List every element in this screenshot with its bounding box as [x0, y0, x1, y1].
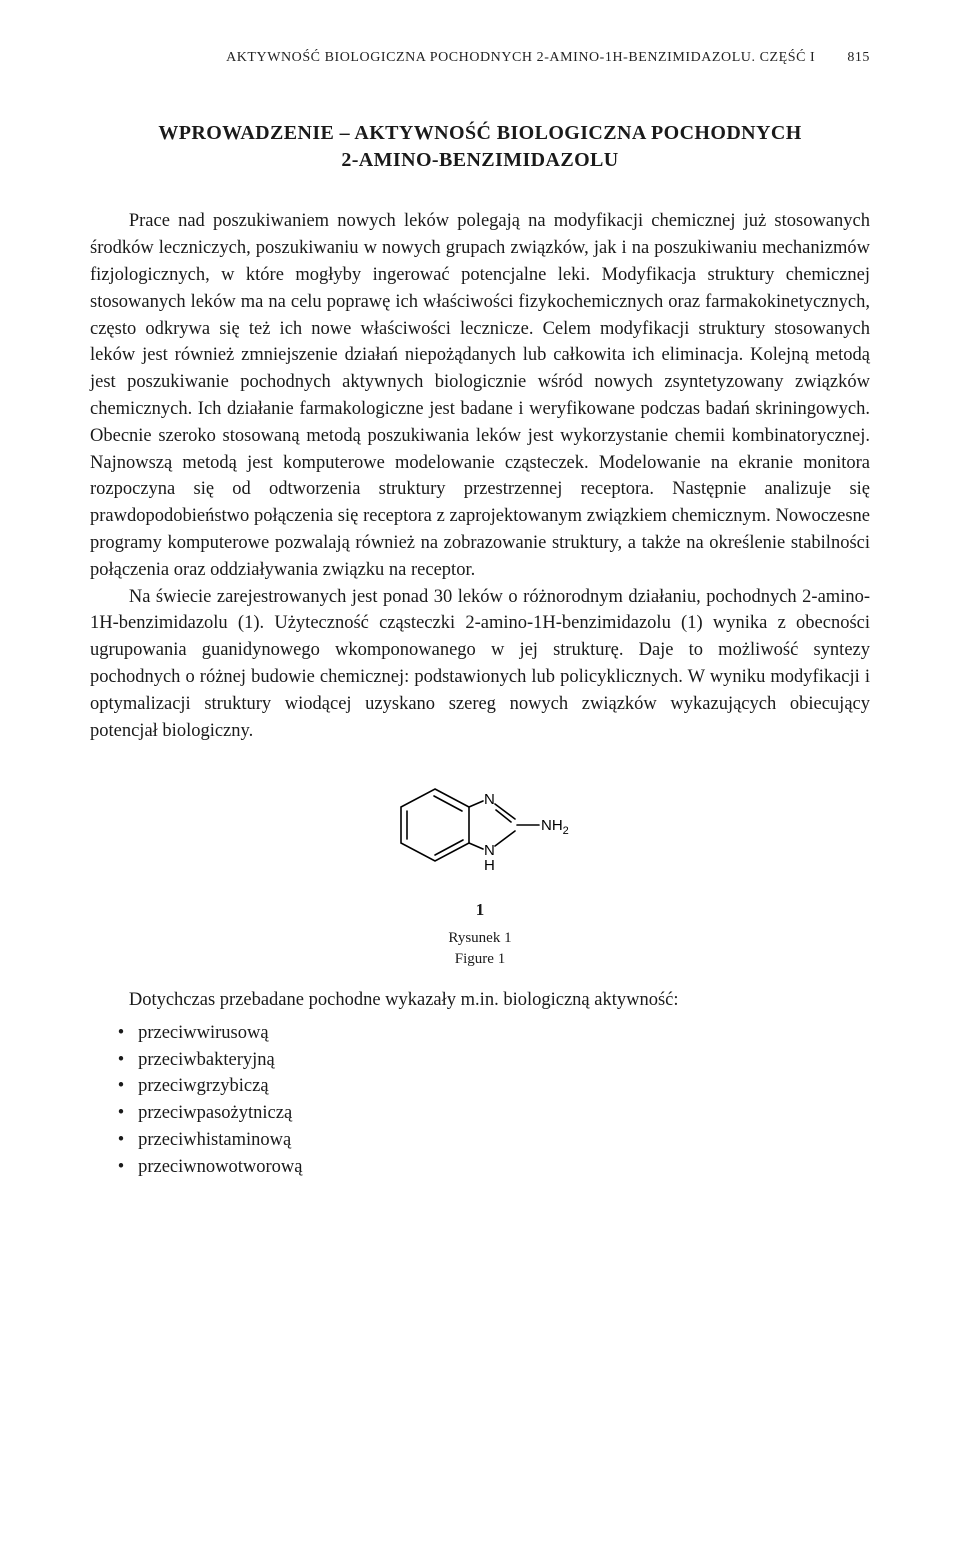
atom-nh2: NH	[541, 817, 563, 834]
activity-list: przeciwwirusową przeciwbakteryjną przeci…	[90, 1020, 870, 1181]
list-item: przeciwbakteryjną	[138, 1047, 870, 1074]
page-number: 815	[847, 50, 870, 65]
list-item: przeciwgrzybiczą	[138, 1073, 870, 1100]
section-title: WPROWADZENIE – AKTYWNOŚĆ BIOLOGICZNA POC…	[90, 120, 870, 174]
list-item: przeciwnowotworową	[138, 1154, 870, 1181]
paragraph-2: Na świecie zarejestrowanych jest ponad 3…	[90, 584, 870, 745]
figure-caption-pl: Rysunek 1	[448, 930, 511, 946]
post-figure-sentence: Dotychczas przebadane pochodne wykazały …	[90, 987, 870, 1014]
structure-number: 1	[90, 898, 870, 923]
figure-caption-en: Figure 1	[455, 951, 505, 967]
list-item: przeciwpasożytniczą	[138, 1100, 870, 1127]
section-title-line-2: 2-AMINO-BENZIMIDAZOLU	[341, 149, 618, 171]
atom-n-top: N	[484, 791, 495, 808]
running-header: AKTYWNOŚĆ BIOLOGICZNA POCHODNYCH 2-AMINO…	[90, 48, 870, 68]
figure-1: N N H NH2 1 Rysunek 1 Figure 1	[90, 765, 870, 969]
chemical-structure-svg: N N H NH2	[383, 765, 578, 885]
paragraph-1: Prace nad poszukiwaniem nowych leków pol…	[90, 208, 870, 583]
atom-h-bottom: H	[484, 857, 495, 874]
list-item: przeciwhistaminową	[138, 1127, 870, 1154]
section-title-line-1: WPROWADZENIE – AKTYWNOŚĆ BIOLOGICZNA POC…	[158, 122, 801, 144]
running-title: AKTYWNOŚĆ BIOLOGICZNA POCHODNYCH 2-AMINO…	[226, 50, 815, 65]
list-item: przeciwwirusową	[138, 1020, 870, 1047]
atom-nh2-sub: 2	[562, 825, 568, 837]
figure-caption: Rysunek 1 Figure 1	[90, 928, 870, 969]
